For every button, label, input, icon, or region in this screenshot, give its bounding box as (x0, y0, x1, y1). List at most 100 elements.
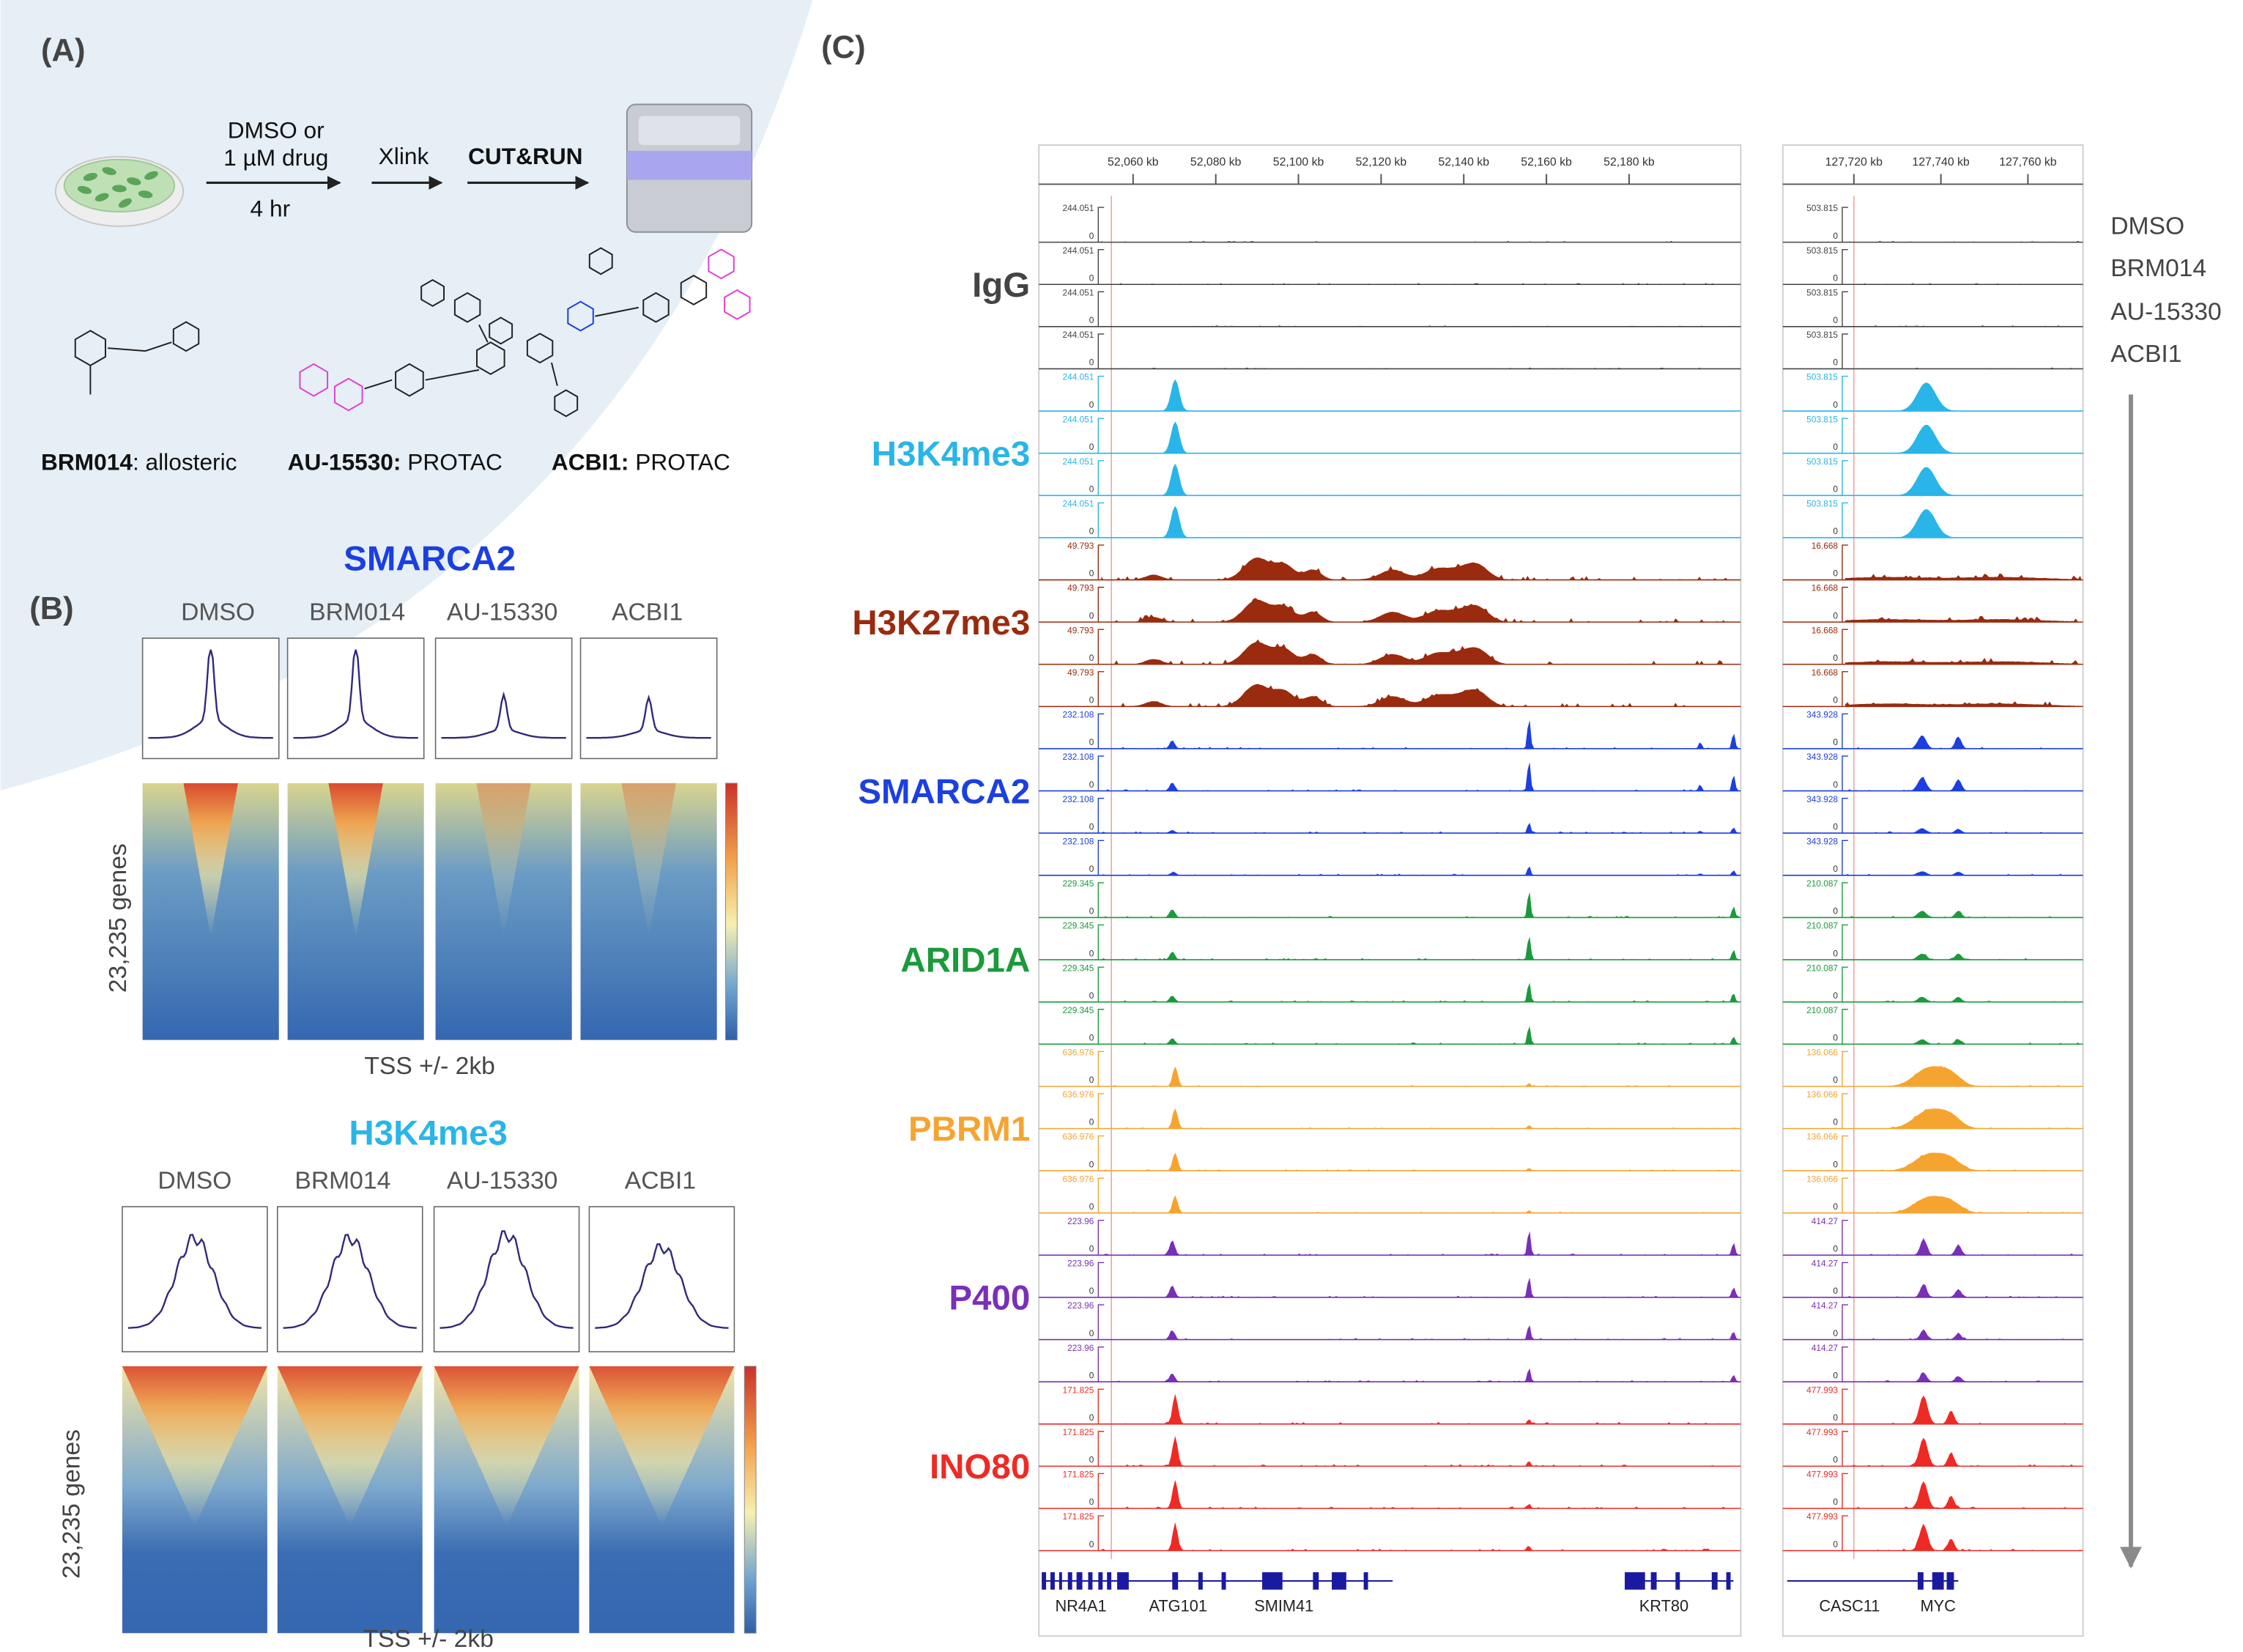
track-scale-label: 503.815 (1806, 456, 1838, 467)
signal-track (1845, 871, 2082, 875)
signal-track (1845, 997, 2082, 1002)
track-bracket (1098, 1221, 1104, 1256)
track-scale-label: 136.066 (1806, 1047, 1838, 1057)
exon (1332, 1572, 1346, 1590)
ruler-label: 52,120 kb (1356, 156, 1407, 168)
exon (1172, 1572, 1178, 1590)
track-zero-label: 0 (1833, 442, 1838, 452)
track-scale-label: 210.087 (1806, 878, 1838, 889)
section-title: SMARCA2 (344, 540, 516, 579)
panel-label: (C) (821, 30, 865, 65)
signal-track (1101, 1231, 1739, 1255)
figure: (A) (B) (C) DMSO or 1 µM drug 4 hr Xlink… (0, 0, 2243, 1652)
signal-track (1101, 937, 1739, 960)
track-bracket (1098, 925, 1104, 960)
track-group-label: H3K27me3 (852, 604, 1030, 642)
track-scale-label: 343.928 (1806, 794, 1838, 804)
exon (1675, 1572, 1680, 1590)
track-bracket (1842, 1178, 1848, 1213)
treatment-text: 1 µM drug (223, 144, 328, 171)
exon (1262, 1572, 1283, 1590)
exon (1625, 1572, 1645, 1590)
track-zero-label: 0 (1833, 1159, 1838, 1169)
track-bracket (1842, 588, 1848, 623)
track-scale-label: 223.96 (1067, 1343, 1094, 1353)
signal-track (1101, 823, 1739, 833)
track-scale-label: 171.825 (1063, 1385, 1094, 1395)
track-bracket (1842, 1010, 1848, 1045)
track-scale-label: 210.087 (1806, 963, 1838, 973)
track-scale-label: 503.815 (1806, 414, 1838, 424)
signal-track (1845, 616, 2082, 622)
track-bracket (1098, 1094, 1104, 1129)
track-zero-label: 0 (1833, 1412, 1838, 1423)
track-bracket (1842, 1305, 1848, 1340)
signal-track (1101, 1325, 1739, 1340)
track-scale-label: 49.793 (1067, 541, 1094, 551)
track-zero-label: 0 (1833, 315, 1838, 325)
signal-track (1845, 241, 2082, 242)
track-scale-label: 49.793 (1067, 583, 1094, 593)
track-zero-label: 0 (1833, 990, 1838, 1001)
profile-box (122, 1207, 267, 1352)
track-bracket (1098, 1010, 1104, 1045)
signal-track (1101, 1480, 1739, 1508)
track-bracket (1098, 1178, 1104, 1213)
gene-label: ATG101 (1149, 1596, 1206, 1615)
condition-label: AU-15330 (447, 599, 557, 626)
track-zero-label: 0 (1089, 779, 1094, 790)
track-zero-label: 0 (1833, 1286, 1838, 1296)
track-zero-label: 0 (1833, 737, 1838, 747)
signal-track (1101, 1108, 1739, 1129)
track-group-label: PBRM1 (908, 1110, 1030, 1149)
track-zero-label: 0 (1833, 1032, 1838, 1042)
track-group-label: INO80 (930, 1448, 1030, 1486)
signal-track (1845, 1438, 2082, 1467)
track-scale-label: 16.668 (1812, 667, 1839, 678)
signal-track (1101, 762, 1739, 790)
signal-track (1101, 558, 1739, 579)
track-bracket (1842, 503, 1848, 538)
track-zero-label: 0 (1089, 315, 1094, 325)
track-scale-label: 136.066 (1806, 1174, 1838, 1184)
track-bracket (1842, 545, 1848, 580)
exon (1042, 1572, 1046, 1590)
track-scale-label: 210.087 (1806, 921, 1838, 931)
track-zero-label: 0 (1089, 358, 1094, 368)
signal-track (1845, 425, 2082, 453)
condition-label: DMSO (157, 1167, 231, 1194)
signal-track (1101, 598, 1739, 622)
gene-label: NR4A1 (1055, 1596, 1106, 1615)
track-zero-label: 0 (1089, 695, 1094, 705)
track-scale-label: 229.345 (1063, 878, 1094, 889)
signal-track (1101, 1152, 1739, 1171)
condition-legend: DMSO (2110, 213, 2184, 240)
signal-track (1845, 1040, 2082, 1045)
signal-track (1845, 1481, 2082, 1508)
exon (1098, 1572, 1102, 1590)
track-bracket (1842, 377, 1848, 412)
track-bracket (1098, 1347, 1104, 1382)
track-bracket (1842, 1473, 1848, 1508)
signal-track (1845, 382, 2082, 411)
signal-track (1101, 1026, 1739, 1044)
signal-track (1101, 1278, 1739, 1297)
signal-track (1845, 1152, 2082, 1171)
treatment-text: DMSO or (228, 117, 325, 144)
track-scale-label: 477.993 (1806, 1511, 1838, 1522)
track-zero-label: 0 (1833, 948, 1838, 958)
track-scale-label: 343.928 (1806, 752, 1838, 762)
track-scale-label: 636.976 (1063, 1047, 1094, 1057)
signal-track (1101, 1067, 1739, 1086)
track-zero-label: 0 (1089, 1244, 1094, 1254)
gene-label: CASC11 (1819, 1596, 1880, 1615)
signal-track (1845, 954, 2082, 960)
track-scale-label: 49.793 (1067, 667, 1094, 678)
compound-desc: PROTAC (401, 449, 502, 475)
track-bracket (1842, 1221, 1848, 1256)
track-zero-label: 0 (1089, 1412, 1094, 1423)
track-zero-label: 0 (1089, 610, 1094, 621)
ruler-label: 127,760 kb (1999, 156, 2057, 168)
gene-label: KRT80 (1639, 1596, 1688, 1615)
ruler-label: 52,180 kb (1604, 156, 1655, 168)
